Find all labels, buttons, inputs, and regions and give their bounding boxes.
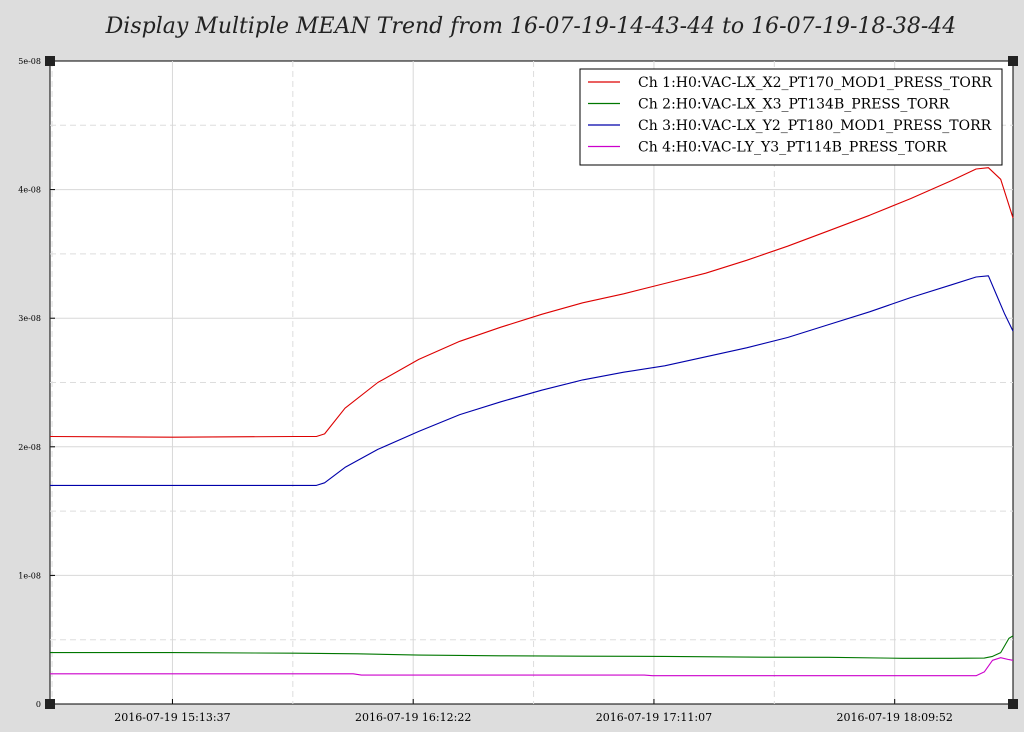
series-line-ch3 [50,275,1014,486]
grid-layer [50,61,1013,704]
zoom-handle-bottom-left[interactable] [45,699,55,709]
zoom-handle-bottom-right[interactable] [1008,699,1018,709]
legend-box [579,68,1003,166]
axis-layer: 0 1e-08 2e-08 3e-08 4e-08 5e-08 2016-07-19 15:… [18,57,953,724]
zoom-handle-top-left[interactable] [45,56,55,66]
x-tick-label: 2016-07-19 15:13:37 [114,711,230,724]
x-tick-label: 2016-07-19 16:12:22 [355,711,471,724]
series-line-ch1 [49,167,1014,438]
y-tick-label: 0 [36,700,41,709]
series-line-ch4 [50,657,1014,677]
x-tick-label: 2016-07-19 17:11:07 [596,711,712,724]
y-tick-label: 4e-08 [18,186,41,195]
legend: Ch 1:H0:VAC-LX_X2_PT170_MOD1_PRESS_TORR C… [579,68,1003,166]
legend-label-ch1: Ch 1:H0:VAC-LX_X2_PT170_MOD1_PRESS_TORR [638,75,992,91]
y-tick-label: 1e-08 [18,571,41,580]
x-tick-label: 2016-07-19 18:09:52 [837,711,953,724]
legend-label-ch3: Ch 3:H0:VAC-LX_Y2_PT180_MOD1_PRESS_TORR [638,118,992,134]
series-line-ch2 [50,635,1014,659]
legend-label-ch2: Ch 2:H0:VAC-LX_X3_PT134B_PRESS_TORR [638,97,950,113]
zoom-handle-top-right[interactable] [1008,56,1018,66]
chart-title: Display Multiple MEAN Trend from 16-07-1… [105,14,957,39]
y-tick-label: 3e-08 [18,314,41,323]
y-tick-label: 2e-08 [18,443,41,452]
series-layer [49,167,1014,677]
y-tick-label: 5e-08 [18,57,41,66]
legend-label-ch4: Ch 4:H0:VAC-LY_Y3_PT114B_PRESS_TORR [638,140,947,156]
